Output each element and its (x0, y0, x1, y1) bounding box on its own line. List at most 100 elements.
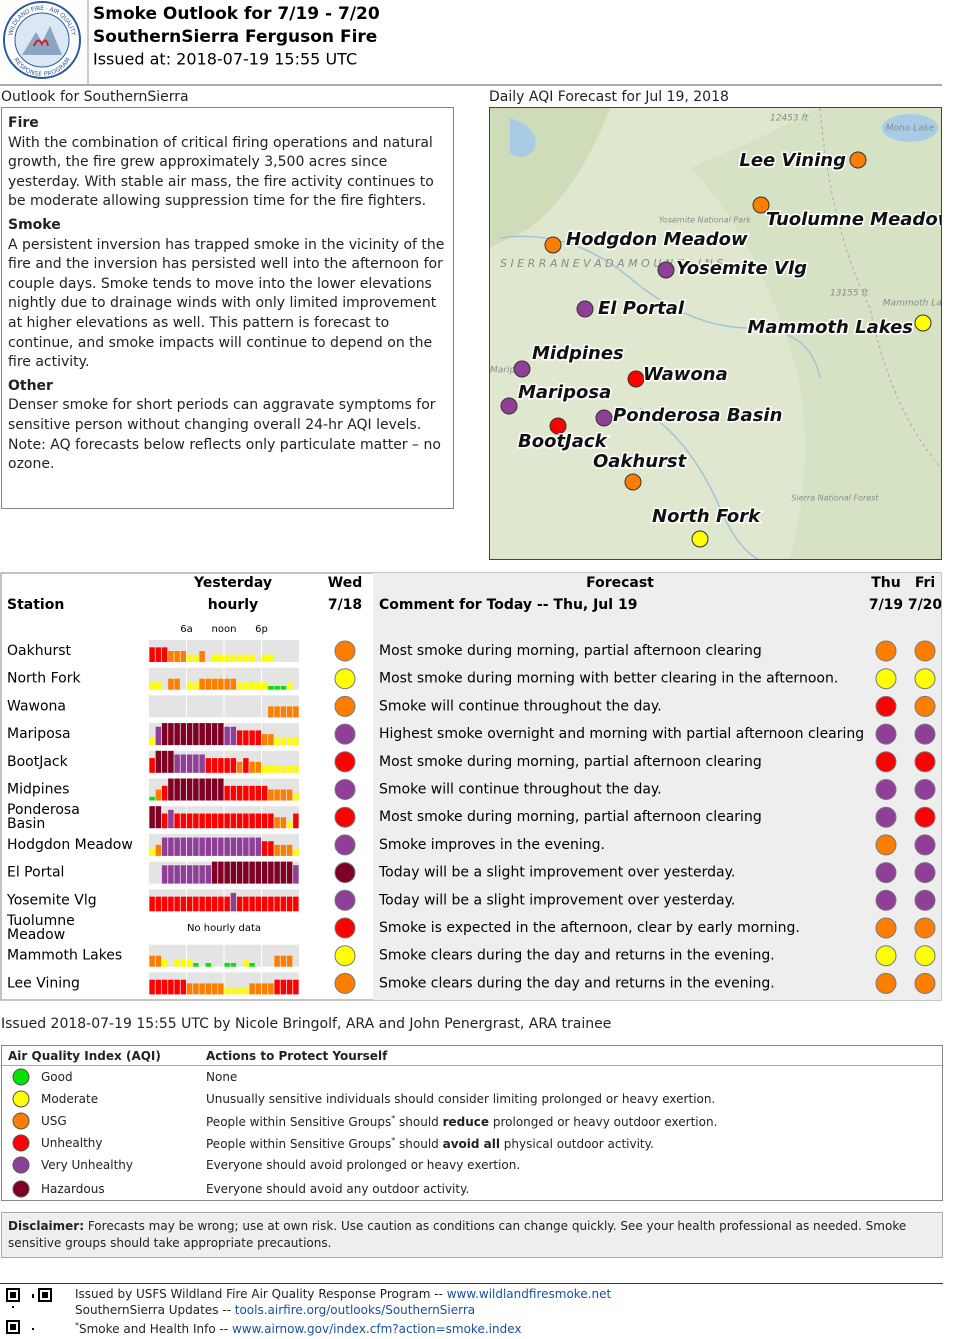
action-part: avoid all (442, 1137, 500, 1151)
hourly-bar (155, 750, 162, 773)
hourly-bar (236, 837, 243, 856)
hourly-bar (149, 737, 155, 746)
hourly-bar (268, 983, 274, 995)
hourly-bar (268, 841, 274, 856)
aqi-thu (875, 668, 897, 690)
hourly-bar (268, 734, 274, 746)
hourly-bar (174, 651, 180, 662)
hourly-bar (168, 837, 174, 856)
aqi-fri (914, 972, 936, 994)
hourly-bar (280, 896, 287, 912)
hourly-bar (174, 837, 180, 856)
qr-cell (8, 1288, 10, 1290)
legend-dot (12, 1180, 30, 1198)
hourly-bar (280, 955, 287, 967)
aqi-thu (875, 806, 897, 828)
lake (510, 118, 536, 157)
legend-dot (12, 1090, 30, 1108)
comment: Today will be a slight improvement over … (378, 865, 735, 881)
hourly-bar (199, 778, 205, 801)
action-part: * (391, 1114, 396, 1123)
hourly-bar (174, 896, 180, 912)
qr-cell (10, 1332, 12, 1334)
qr-cell (42, 1288, 44, 1290)
hourly-bar (293, 765, 299, 773)
action-part: prolonged or heavy outdoor exertion. (489, 1115, 718, 1129)
qr-cell (46, 1296, 48, 1298)
hourly-bar (199, 723, 205, 746)
qr-cell (48, 1288, 50, 1290)
hourly-bar (243, 959, 249, 967)
legend-dot (12, 1156, 30, 1174)
hourly-bar (255, 861, 262, 884)
hourly-bar (286, 706, 293, 718)
legend-swatch-wrap (12, 1068, 30, 1086)
hourly-bar (193, 654, 199, 662)
footer-link[interactable]: www.wildlandfiresmoke.net (446, 1287, 612, 1301)
title: Smoke Outlook for 7/19 - 7/20 (93, 4, 380, 24)
qr-cell (16, 1332, 18, 1334)
hourly-bar (218, 654, 224, 662)
hourly-bar (218, 896, 224, 912)
aqi-marker (627, 370, 645, 388)
column-header: Fri (915, 575, 935, 591)
footer-link[interactable]: www.airnow.gov/index.cfm?action=smoke.in… (231, 1322, 522, 1336)
station-name: Hodgdon Meadow (7, 837, 133, 853)
aqi-thu (875, 889, 897, 911)
qr-cell (50, 1298, 52, 1300)
hourly-bar (174, 979, 180, 995)
hourly-bar (205, 837, 212, 856)
hourly-bar (236, 861, 243, 884)
hourly-bar (193, 682, 199, 690)
aqi-wed (334, 917, 356, 939)
station-line: Tuolumne (6, 913, 75, 929)
qr-cell (18, 1288, 20, 1290)
hourly-bar (280, 765, 287, 773)
action-part: should (395, 1137, 443, 1151)
map-feature-label: Yosemite National Park (659, 216, 752, 225)
hourly-bar (205, 983, 212, 995)
comment: Smoke improves in the evening. (379, 837, 605, 853)
section-title: Smoke (8, 216, 61, 233)
outlook-heading: Outlook for SouthernSierra (1, 89, 189, 105)
hourly-bar (293, 865, 299, 884)
hourly-bar (199, 865, 205, 884)
hourly-bar (211, 723, 218, 746)
qr-cell (10, 1292, 12, 1294)
comment: Most smoke during morning, partial after… (379, 643, 762, 659)
marker-label: Yosemite Vlg (676, 258, 807, 279)
aqi-fri (914, 751, 936, 773)
column-header: Yesterday (193, 575, 272, 591)
marker-label: El Portal (598, 298, 685, 319)
qr-cell (42, 1300, 44, 1302)
footer-link[interactable]: tools.airfire.org/outlooks/SouthernSierr… (234, 1303, 476, 1317)
hourly-bar (255, 785, 262, 801)
comment: Smoke will continue throughout the day. (379, 782, 662, 798)
qr-cell (18, 1332, 20, 1334)
hourly-bar (168, 678, 174, 690)
hourly-bar (180, 813, 187, 829)
marker-label: Tuolumne Meadow (766, 209, 942, 230)
qr-cell (18, 1320, 20, 1322)
column-header: 7/18 (328, 597, 362, 613)
hourly-bar (180, 651, 187, 662)
hourly-bar (274, 737, 280, 746)
hourly-bar (236, 761, 243, 773)
station-name: Yosemite Vlg (6, 892, 97, 908)
marker-label: BootJack (518, 431, 608, 452)
hourly-bar (268, 654, 274, 662)
station-name: Mammoth Lakes (7, 948, 122, 964)
hourly-bar (211, 896, 218, 912)
issued: Issued at: 2018-07-19 15:55 UTC (93, 50, 357, 69)
comment: Most smoke during morning with better cl… (379, 671, 838, 687)
hourly-bar (249, 896, 255, 912)
hourly-bar (236, 682, 243, 690)
hourly-bar (224, 785, 230, 801)
aqi-fri (914, 640, 936, 662)
footnote-mark: * (75, 1321, 79, 1330)
hourly-bar (205, 723, 212, 746)
hourly-bar (280, 844, 287, 856)
hourly-bar (218, 813, 224, 829)
aqi-wed (334, 945, 356, 967)
hourly-bar (230, 963, 237, 967)
